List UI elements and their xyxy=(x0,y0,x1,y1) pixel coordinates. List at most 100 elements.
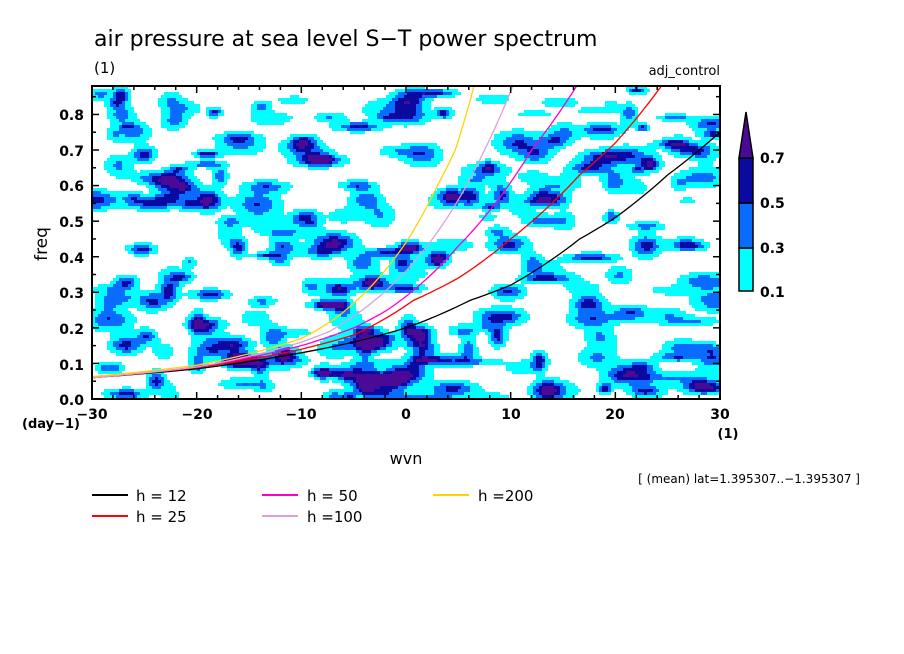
contour-cell xyxy=(131,161,134,164)
contour-cell xyxy=(164,206,167,209)
contour-cell xyxy=(116,137,119,140)
contour-cell xyxy=(272,200,275,203)
contour-cell xyxy=(566,194,569,197)
contour-cell xyxy=(419,95,422,98)
contour-cell xyxy=(371,218,374,221)
contour-cell xyxy=(695,173,698,176)
contour-cell xyxy=(356,212,359,215)
contour-cell xyxy=(383,101,386,104)
contour-cell xyxy=(563,140,566,143)
contour-cell xyxy=(248,149,251,152)
contour-cell xyxy=(146,134,149,137)
contour-cell xyxy=(152,170,155,173)
contour-cell xyxy=(662,239,665,242)
contour-cell xyxy=(245,197,248,200)
contour-cell xyxy=(119,197,122,200)
contour-cell xyxy=(491,227,494,230)
contour-cell xyxy=(566,167,569,170)
contour-cell xyxy=(464,176,467,179)
contour-cell xyxy=(170,164,173,167)
contour-cell xyxy=(374,203,377,206)
contour-cell xyxy=(197,191,200,194)
contour-cell xyxy=(467,194,470,197)
contour-cell xyxy=(449,194,452,197)
contour-cell xyxy=(611,149,614,152)
contour-cell xyxy=(194,197,197,200)
contour-cell xyxy=(362,194,365,197)
contour-cell xyxy=(224,143,227,146)
contour-cell xyxy=(452,239,455,242)
contour-cell xyxy=(461,200,464,203)
contour-cell xyxy=(119,122,122,125)
contour-cell xyxy=(554,212,557,215)
contour-cell xyxy=(110,116,113,119)
contour-cell xyxy=(341,221,344,224)
contour-cell xyxy=(533,113,536,116)
contour-cell xyxy=(110,98,113,101)
contour-cell xyxy=(443,200,446,203)
contour-cell xyxy=(98,92,101,95)
contour-cell xyxy=(647,242,650,245)
contour-cell xyxy=(608,158,611,161)
contour-cell xyxy=(317,230,320,233)
contour-cell xyxy=(551,215,554,218)
contour-cell xyxy=(167,203,170,206)
contour-cell xyxy=(353,191,356,194)
contour-cell xyxy=(344,125,347,128)
contour-cell xyxy=(479,167,482,170)
contour-cell xyxy=(629,170,632,173)
contour-cell xyxy=(314,224,317,227)
contour-cell xyxy=(248,191,251,194)
contour-cell xyxy=(632,173,635,176)
contour-cell xyxy=(686,116,689,119)
contour-cell xyxy=(245,194,248,197)
contour-cell xyxy=(320,221,323,224)
contour-cell xyxy=(635,89,638,92)
contour-cell xyxy=(509,194,512,197)
contour-cell xyxy=(359,209,362,212)
contour-cell xyxy=(248,209,251,212)
contour-cell xyxy=(128,155,131,158)
contour-cell xyxy=(248,212,251,215)
contour-cell xyxy=(158,188,161,191)
contour-cell xyxy=(272,194,275,197)
contour-cell xyxy=(386,218,389,221)
contour-cell xyxy=(170,101,173,104)
contour-cell xyxy=(380,212,383,215)
contour-cell xyxy=(362,110,365,113)
contour-cell xyxy=(353,206,356,209)
contour-cell xyxy=(224,197,227,200)
contour-cell xyxy=(473,176,476,179)
contour-cell xyxy=(317,164,320,167)
contour-cell xyxy=(257,101,260,104)
contour-cell xyxy=(536,113,539,116)
contour-cell xyxy=(257,122,260,125)
contour-cell xyxy=(242,182,245,185)
contour-cell xyxy=(113,107,116,110)
contour-cell xyxy=(398,158,401,161)
contour-cell xyxy=(275,215,278,218)
contour-cell xyxy=(167,113,170,116)
contour-cell xyxy=(137,158,140,161)
contour-cell xyxy=(143,140,146,143)
contour-cell xyxy=(242,188,245,191)
contour-cell xyxy=(560,134,563,137)
contour-cell xyxy=(644,146,647,149)
contour-cell xyxy=(560,179,563,182)
contour-cell xyxy=(536,146,539,149)
contour-cell xyxy=(656,236,659,239)
contour-cell xyxy=(305,155,308,158)
contour-cell xyxy=(137,143,140,146)
contour-cell xyxy=(125,134,128,137)
contour-cell xyxy=(512,140,515,143)
contour-cell xyxy=(272,113,275,116)
contour-cell xyxy=(137,242,140,245)
contour-cell xyxy=(710,164,713,167)
contour-cell xyxy=(569,227,572,230)
contour-cell xyxy=(131,107,134,110)
contour-cell xyxy=(143,125,146,128)
contour-cell xyxy=(326,149,329,152)
contour-cell xyxy=(668,116,671,119)
contour-cell xyxy=(110,101,113,104)
contour-cell xyxy=(692,125,695,128)
